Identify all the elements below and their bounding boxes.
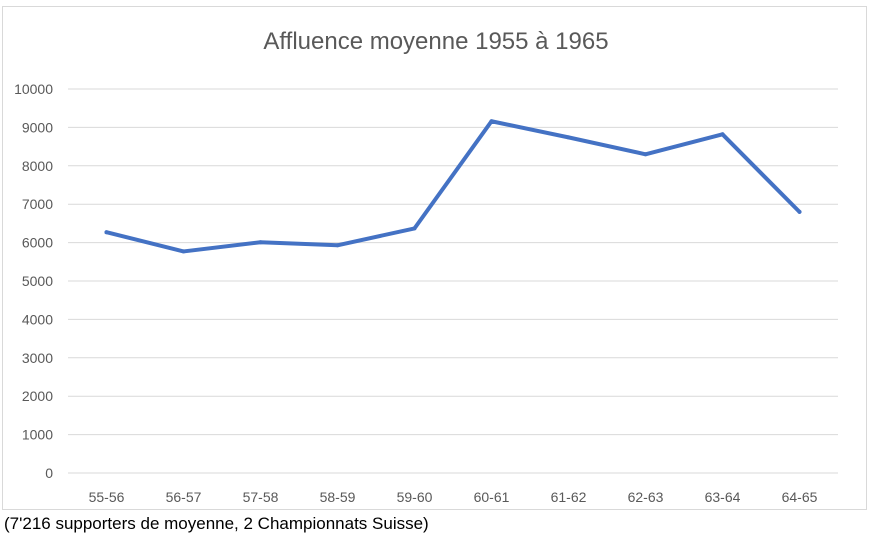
data-point [720,132,725,137]
data-point [335,243,340,248]
chart-title: Affluence moyenne 1955 à 1965 [263,28,608,55]
x-tick-label: 59-60 [397,489,433,505]
y-tick-label: 1000 [22,427,53,443]
data-point [566,135,571,140]
chart-frame: Affluence moyenne 1955 à 1965 0 1000 2000 3… [2,6,867,510]
y-tick-label: 9000 [22,119,53,135]
x-tick-label: 55-56 [89,489,125,505]
data-point [104,230,109,235]
data-point [643,152,648,157]
y-tick-label: 0 [45,465,53,481]
x-tick-label: 63-64 [705,489,741,505]
y-tick-label: 10000 [14,81,53,97]
y-tick-label: 2000 [22,388,53,404]
line-chart: Affluence moyenne 1955 à 1965 0 1000 2000 3… [14,28,838,505]
y-tick-label: 4000 [22,311,53,327]
x-tick-label: 58-59 [320,489,356,505]
y-tick-label: 3000 [22,350,53,366]
y-tick-label: 6000 [22,235,53,251]
x-tick-label: 57-58 [243,489,279,505]
data-point [181,249,186,254]
data-point [797,209,802,214]
data-point [258,240,263,245]
x-tick-label: 62-63 [628,489,664,505]
data-point [412,226,417,231]
x-tick-label: 64-65 [782,489,818,505]
y-tick-label: 5000 [22,273,53,289]
chart-caption: (7'216 supporters de moyenne, 2 Champion… [4,514,429,533]
data-point [489,119,494,124]
y-tick-label: 7000 [22,196,53,212]
series-line [104,119,802,254]
x-tick-label: 60-61 [474,489,510,505]
y-tick-label: 8000 [22,158,53,174]
x-tick-label: 61-62 [551,489,587,505]
x-tick-label: 56-57 [166,489,202,505]
